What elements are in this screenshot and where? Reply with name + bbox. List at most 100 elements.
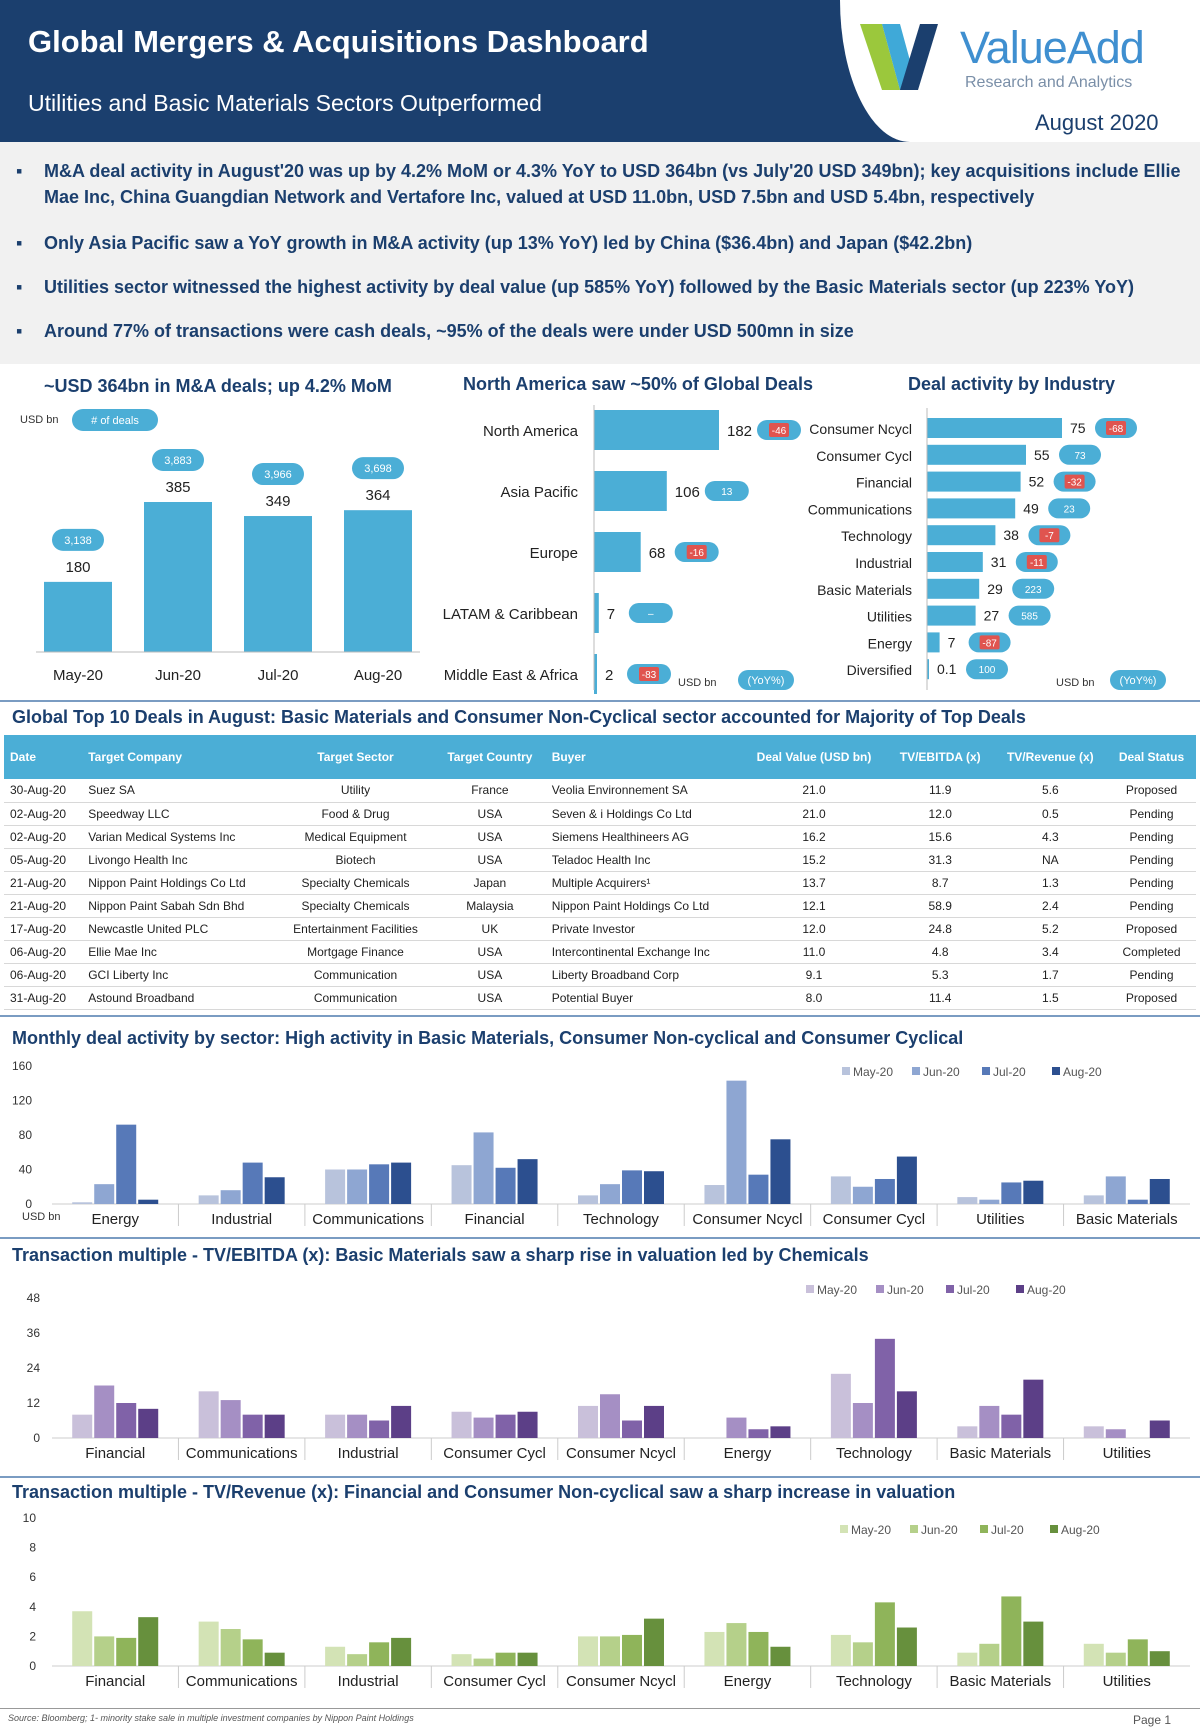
x-tick-label: Consumer Cycl <box>443 1673 546 1690</box>
yoy-badge-bg <box>628 603 673 623</box>
value-label: 7 <box>607 606 615 623</box>
value-label: 7 <box>948 634 956 650</box>
yoy-badge: -83 <box>642 670 657 681</box>
table-cell: Pending <box>1107 825 1196 849</box>
bar-Aug-20-Utilities <box>1023 1180 1044 1204</box>
y-tick-label: 12 <box>27 1396 41 1410</box>
table-cell: Communication <box>276 986 435 1010</box>
table-cell: Private Investor <box>545 917 742 941</box>
bar-region-4 <box>594 654 597 694</box>
bar-Aug-20-Financial <box>138 1617 159 1666</box>
bar-Jun-20-Communications <box>220 1629 241 1666</box>
legend-swatch <box>912 1067 920 1075</box>
bar-monthly-May-20 <box>44 581 112 652</box>
column-header: Deal Status <box>1107 735 1196 779</box>
yoy-badge-neg-box <box>1106 421 1126 435</box>
bar-industry-8 <box>927 632 940 653</box>
table-cell: 4.8 <box>886 940 994 964</box>
table-row: 06-Aug-20 Ellie Mae Inc Mortgage Finance US… <box>4 940 1196 964</box>
table-cell: 21-Aug-20 <box>4 871 83 895</box>
bar-May-20-Financial <box>72 1611 93 1666</box>
bar-Aug-20-Utilities <box>1149 1651 1170 1666</box>
y-tick-label: 0 <box>29 1659 36 1673</box>
table-cell: Specialty Chemicals <box>276 894 435 918</box>
table-header-row: Date Target Company Target Sector Target Co… <box>4 735 1196 779</box>
y-tick-label: 6 <box>29 1570 36 1584</box>
bar-Jun-20-Energy <box>726 1417 747 1438</box>
table-row: 02-Aug-20 Speedway LLC Food & Drug USA Seven… <box>4 802 1196 826</box>
header-banner: Global Mergers & Acquisitions Dashboard … <box>0 0 1200 142</box>
bar-Jul-20-Technology <box>874 1338 895 1438</box>
bar-Jul-20-Energy <box>116 1124 137 1204</box>
region-label: North America <box>483 423 579 440</box>
table-cell: 8.0 <box>741 986 887 1010</box>
page-number: Page 1 <box>1133 1713 1172 1727</box>
legend-pill-bg <box>738 670 794 690</box>
table-cell: 8.7 <box>886 871 994 895</box>
table-cell: 0.5 <box>993 802 1108 826</box>
column-header: Date <box>4 735 83 779</box>
yoy-badge: -16 <box>689 548 704 559</box>
yoy-badge-neg-box <box>639 667 659 681</box>
ebitda-chart-svg: 0 12 24 36 48 Financial Communications Industri… <box>27 1283 1190 1462</box>
bar-monthly-Jul-20 <box>244 516 312 652</box>
bar-May-20-Technology <box>830 1373 851 1438</box>
table-cell: 58.9 <box>886 894 994 918</box>
bar-Jun-20-Communications <box>347 1169 368 1204</box>
bar-industry-2 <box>927 471 1021 492</box>
x-tick-label: May-20 <box>53 667 103 684</box>
table-cell: 21.0 <box>741 802 887 826</box>
bar-Jul-20-Basic Materials <box>1001 1596 1022 1666</box>
bar-Jul-20-Basic Materials <box>1127 1199 1148 1204</box>
table-cell: Mortgage Finance <box>276 940 435 964</box>
bar-Aug-20-Financial <box>138 1408 159 1438</box>
bar-Jun-20-Industrial <box>347 1414 368 1438</box>
bar-Aug-20-Consumer Cycl <box>517 1652 538 1666</box>
bar-Jun-20-Industrial <box>220 1190 241 1204</box>
x-tick-label: Utilities <box>1103 1673 1151 1690</box>
table-cell: 02-Aug-20 <box>4 802 83 826</box>
table-cell: Utility <box>276 779 435 803</box>
highlight-text: Only Asia Pacific saw a YoY growth in M&… <box>44 233 973 253</box>
legend-swatch <box>842 1067 850 1075</box>
bar-Aug-20-Consumer Ncycl <box>770 1139 791 1204</box>
bar-Jul-20-Consumer Cycl <box>495 1414 516 1438</box>
bar-Aug-20-Industrial <box>264 1177 285 1204</box>
table-cell: Completed <box>1107 940 1196 964</box>
legend-label: Jun-20 <box>887 1283 924 1297</box>
revenue-panel-title: Transaction multiple - TV/Revenue (x): F… <box>12 1482 956 1502</box>
x-tick-label: Technology <box>836 1673 912 1690</box>
unit-label: USD bn <box>22 1211 61 1223</box>
y-tick-label: 24 <box>27 1361 41 1375</box>
y-tick-label: 2 <box>29 1629 36 1643</box>
legend-pill-label: # of deals <box>91 415 139 427</box>
table-row: 21-Aug-20 Nippon Paint Sabah Sdn Bhd Speci… <box>4 894 1196 918</box>
bar-region-0 <box>594 410 719 450</box>
yoy-badge: 100 <box>979 665 996 676</box>
yoy-badge-neg-box <box>979 635 1000 650</box>
region-label: Asia Pacific <box>500 484 578 501</box>
bar-Aug-20-Consumer Cycl <box>896 1156 917 1204</box>
y-tick-label: 40 <box>19 1163 33 1177</box>
legend-label: Jun-20 <box>921 1523 958 1537</box>
table-cell: Varian Medical Systems Inc <box>82 825 277 849</box>
bar-Jul-20-Energy <box>748 1429 769 1438</box>
table-cell: 11.0 <box>741 940 887 964</box>
table-cell: 5.3 <box>886 963 994 987</box>
table-cell: Intercontinental Exchange Inc <box>545 940 742 964</box>
industry-label: Communications <box>808 501 912 517</box>
legend-label: Jul-20 <box>957 1283 990 1297</box>
table-cell: 12.1 <box>741 894 887 918</box>
bar-May-20-Technology <box>830 1634 851 1666</box>
bar-Jul-20-Technology <box>622 1170 642 1204</box>
bar-May-20-Energy <box>704 1631 725 1666</box>
table-cell: Multiple Acquirers¹ <box>545 871 742 895</box>
table-cell: Pending <box>1107 963 1196 987</box>
table-cell: 21-Aug-20 <box>4 894 83 918</box>
bar-Aug-20-Communications <box>391 1162 412 1204</box>
bar-May-20-Financial <box>451 1165 472 1204</box>
table-cell: NA <box>993 848 1108 872</box>
page-title: Global Mergers & Acquisitions Dashboard <box>28 24 649 59</box>
yoy-badge: 585 <box>1021 612 1038 623</box>
